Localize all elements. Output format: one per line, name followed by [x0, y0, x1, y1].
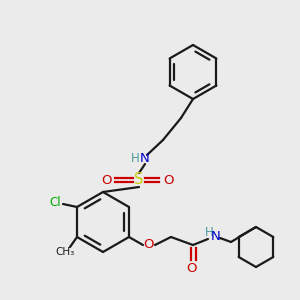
- Text: H: H: [130, 152, 140, 164]
- Text: O: O: [101, 173, 111, 187]
- Text: S: S: [134, 172, 144, 188]
- Text: N: N: [211, 230, 221, 244]
- Text: O: O: [187, 262, 197, 275]
- Text: CH₃: CH₃: [56, 247, 75, 257]
- Text: O: O: [163, 173, 173, 187]
- Text: N: N: [140, 152, 150, 166]
- Text: H: H: [205, 226, 213, 238]
- Text: Cl: Cl: [49, 196, 61, 208]
- Text: O: O: [144, 238, 154, 251]
